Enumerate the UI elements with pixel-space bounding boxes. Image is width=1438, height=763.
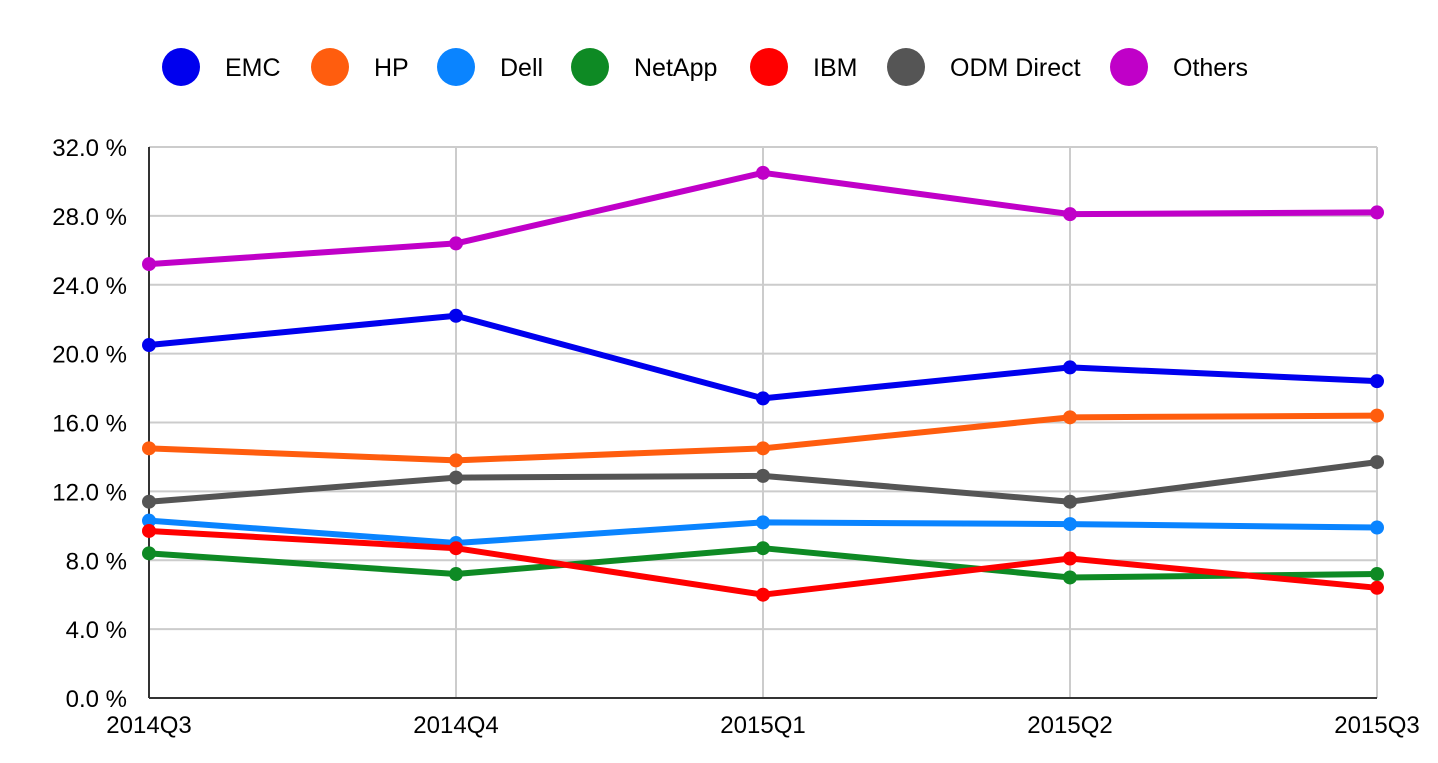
series-hp [142, 408, 1384, 468]
legend-label: NetApp [634, 54, 717, 82]
legend-item-ibm: IBM [750, 48, 857, 86]
data-point-netapp [756, 541, 770, 556]
legend-swatch [887, 48, 925, 86]
grid [149, 146, 1378, 698]
data-point-odm-direct [1063, 494, 1077, 509]
data-point-emc [756, 391, 770, 406]
legend-item-others: Others [1110, 48, 1248, 86]
x-tick-label: 2014Q4 [413, 712, 498, 739]
data-point-dell [1370, 520, 1384, 535]
series-odm-direct [142, 455, 1384, 509]
legend-label: HP [374, 54, 409, 82]
y-tick-label: 28.0 % [52, 204, 127, 231]
y-tick-label: 32.0 % [52, 135, 127, 162]
data-point-ibm [756, 587, 770, 602]
data-point-others [449, 236, 463, 251]
data-point-emc [449, 308, 463, 323]
data-point-odm-direct [449, 470, 463, 485]
legend-item-netapp: NetApp [571, 48, 717, 86]
series-netapp [142, 541, 1384, 585]
legend-item-odm-direct: ODM Direct [887, 48, 1081, 86]
y-tick-label: 20.0 % [52, 342, 127, 369]
legend-item-emc: EMC [162, 48, 281, 86]
legend-label: ODM Direct [950, 54, 1081, 82]
data-point-hp [449, 453, 463, 468]
data-point-ibm [142, 523, 156, 538]
x-tick-label: 2015Q2 [1027, 712, 1112, 739]
legend-label: Others [1173, 54, 1248, 82]
data-point-netapp [1370, 567, 1384, 582]
legend: EMC HP Dell NetApp IBM ODM Direct Others [162, 48, 1248, 86]
data-point-others [756, 165, 770, 180]
legend-swatch [750, 48, 788, 86]
data-point-hp [1063, 410, 1077, 425]
data-point-emc [142, 338, 156, 353]
x-tick-label: 2015Q3 [1334, 712, 1419, 739]
y-tick-label: 16.0 % [52, 411, 127, 438]
data-point-others [142, 257, 156, 272]
data-point-hp [142, 441, 156, 456]
y-tick-label: 24.0 % [52, 273, 127, 300]
legend-swatch [437, 48, 475, 86]
series-ibm [142, 523, 1384, 602]
data-point-netapp [1063, 570, 1077, 585]
data-point-hp [756, 441, 770, 456]
x-tick-label: 2014Q3 [106, 712, 191, 739]
data-point-odm-direct [142, 494, 156, 509]
data-point-ibm [1370, 580, 1384, 595]
data-point-emc [1063, 360, 1077, 375]
legend-swatch [311, 48, 349, 86]
y-tick-label: 4.0 % [66, 617, 127, 644]
data-point-ibm [449, 541, 463, 556]
data-point-netapp [449, 567, 463, 582]
y-tick-label: 0.0 % [66, 686, 127, 713]
data-point-hp [1370, 408, 1384, 423]
axes [148, 147, 1377, 699]
data-point-netapp [142, 546, 156, 561]
series-others [142, 165, 1384, 272]
data-point-odm-direct [1370, 455, 1384, 470]
legend-item-dell: Dell [437, 48, 543, 86]
data-point-others [1370, 205, 1384, 220]
series-emc [142, 308, 1384, 406]
legend-label: Dell [500, 54, 543, 82]
series-group [142, 165, 1384, 602]
y-tick-label: 8.0 % [66, 548, 127, 575]
data-point-others [1063, 207, 1077, 222]
data-point-odm-direct [756, 468, 770, 483]
data-point-emc [1370, 374, 1384, 389]
legend-swatch [1110, 48, 1148, 86]
data-point-dell [142, 513, 156, 528]
legend-item-hp: HP [311, 48, 409, 86]
x-tick-label: 2015Q1 [720, 712, 805, 739]
legend-label: EMC [225, 54, 281, 82]
data-point-dell [1063, 517, 1077, 532]
data-point-dell [756, 515, 770, 530]
y-tick-label: 12.0 % [52, 479, 127, 506]
legend-label: IBM [813, 54, 857, 82]
legend-swatch [571, 48, 609, 86]
legend-swatch [162, 48, 200, 86]
data-point-ibm [1063, 551, 1077, 566]
tick-labels: 0.0 % 4.0 % 8.0 % 12.0 % 16.0 % 20.0 % 24.0 % 2… [52, 135, 1419, 739]
